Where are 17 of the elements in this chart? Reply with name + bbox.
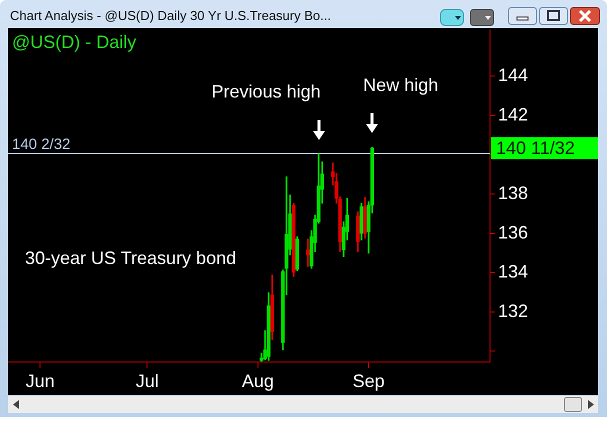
- x-tick-label: Aug: [242, 370, 274, 391]
- y-tick-label: 134: [498, 262, 528, 282]
- x-tick-label: Jun: [26, 370, 55, 391]
- y-tick-label: 138: [498, 183, 528, 204]
- x-tick-label: Sep: [352, 370, 385, 391]
- y-tick-label: 132: [498, 300, 528, 321]
- chart-subtitle: @US(D) - Daily: [12, 31, 136, 53]
- y-tick-label: 144: [498, 65, 528, 86]
- annotation: Previous high: [212, 82, 321, 102]
- text: 140 11/32: [496, 138, 575, 158]
- y-tick-label: 142: [498, 104, 528, 124]
- ref-line-label: 140 2/32: [12, 136, 70, 154]
- chart-title: Chart Analysis - @US(D) Daily 30 Yr U.S.Treasury Bo...: [10, 8, 331, 23]
- annotation: 30-year US Treasury bond: [25, 248, 236, 268]
- x-tick-label: Jul: [136, 370, 159, 391]
- annotation: New high: [363, 75, 438, 96]
- y-tick-label: 136: [498, 222, 528, 242]
